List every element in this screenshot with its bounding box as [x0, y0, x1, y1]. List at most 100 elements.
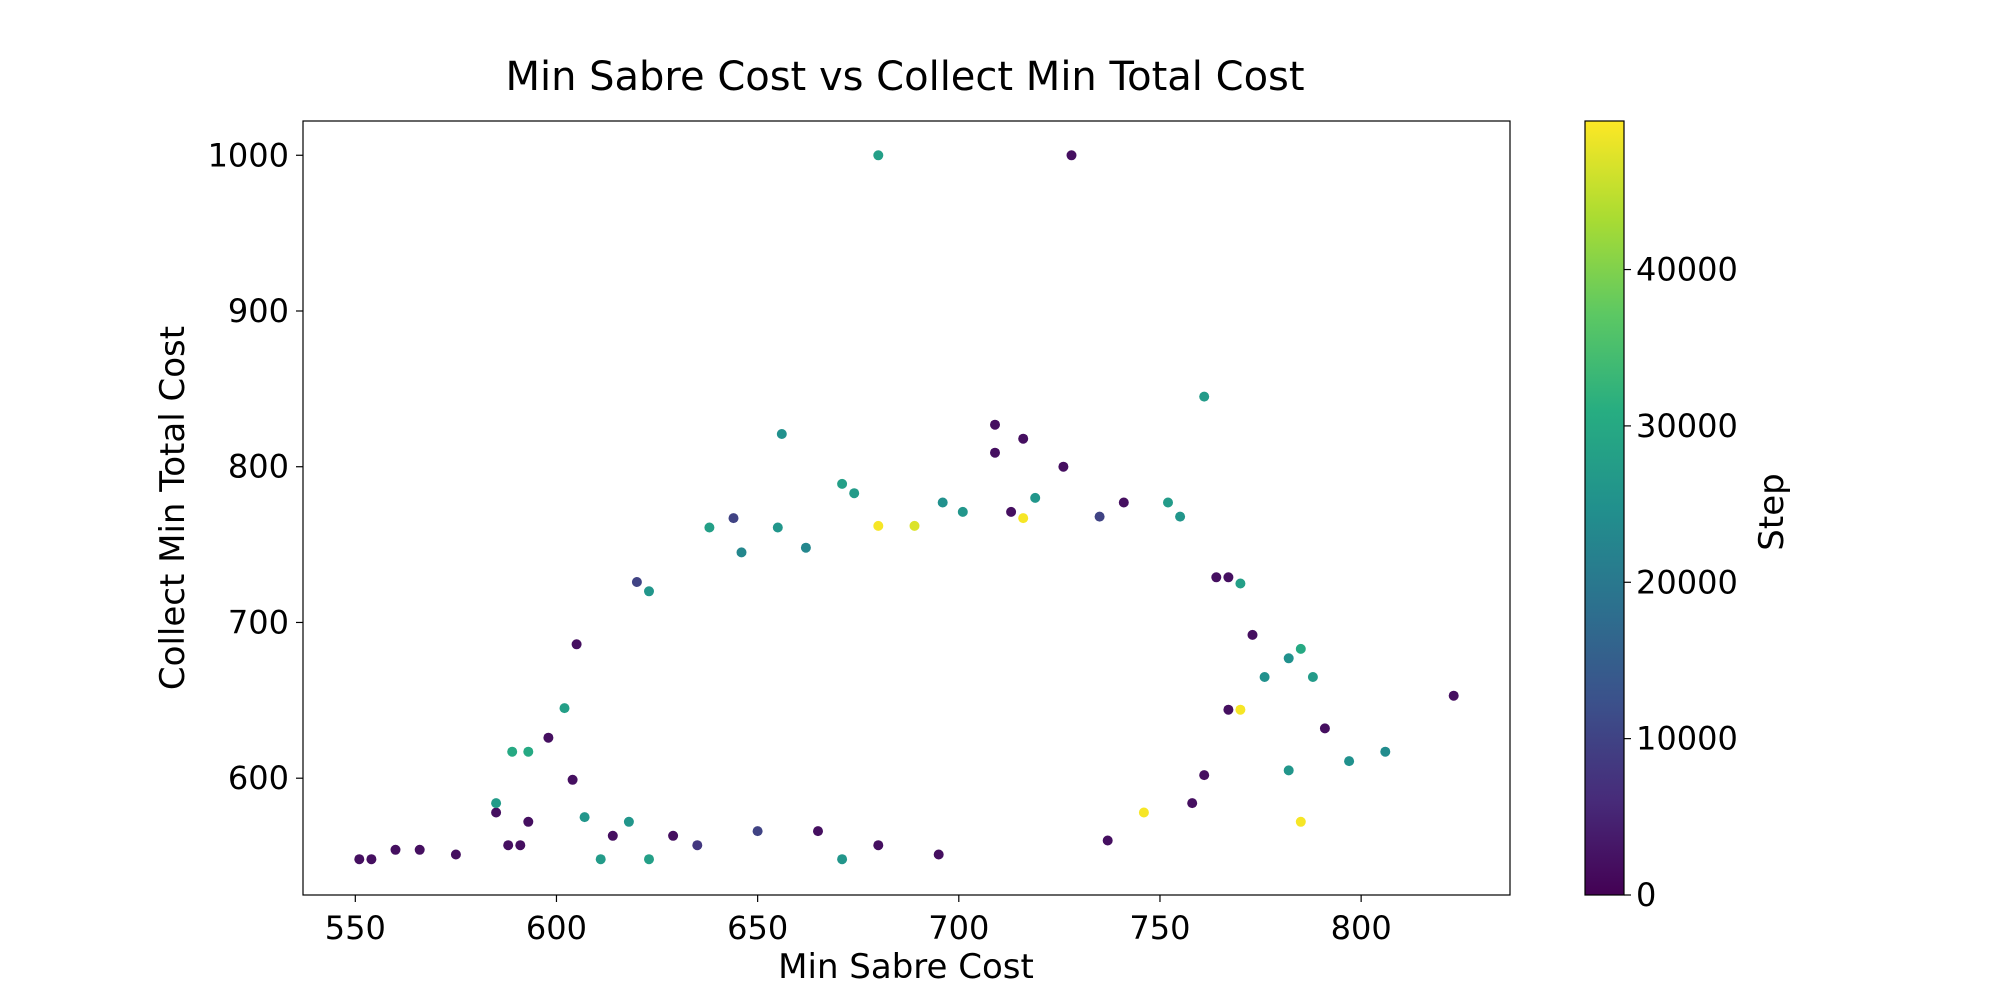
data-point [607, 830, 618, 841]
data-point [1295, 816, 1306, 827]
data-point [1058, 461, 1069, 472]
colorbar-tick-label: 0 [1636, 876, 1656, 914]
data-point [1163, 497, 1173, 508]
chart-title: Min Sabre Cost vs Collect Min Total Cost [505, 54, 1304, 100]
data-point [414, 844, 425, 855]
data-point [813, 826, 823, 837]
data-point [704, 522, 715, 533]
data-point [595, 854, 606, 865]
data-point [1283, 653, 1294, 664]
data-point [631, 577, 642, 587]
colorbar-tick-label: 20000 [1636, 563, 1738, 601]
data-point [1307, 672, 1318, 682]
colorbar [1584, 120, 1625, 896]
data-point [873, 520, 884, 531]
data-point [752, 826, 763, 837]
x-tick-label: 700 [928, 909, 989, 947]
x-tick-label: 600 [526, 909, 587, 947]
data-point [909, 520, 920, 531]
data-point [579, 812, 590, 823]
x-tick-label: 800 [1331, 909, 1392, 947]
x-tick-label: 650 [727, 909, 788, 947]
data-point [1199, 770, 1210, 781]
data-point [507, 746, 518, 757]
y-axis: 600 700 800 900 1000 [208, 136, 303, 797]
data-point [1259, 672, 1270, 682]
data-point [1344, 756, 1355, 767]
x-axis: 550 600 650 700 750 800 [325, 895, 1392, 947]
data-point [503, 840, 514, 851]
data-point [873, 150, 884, 161]
data-point [837, 854, 848, 865]
y-tick-label: 900 [228, 292, 289, 330]
data-point [668, 830, 679, 841]
data-point [849, 488, 860, 499]
data-point [937, 497, 948, 508]
data-point [1448, 690, 1459, 701]
y-tick-label: 600 [228, 759, 289, 797]
x-axis-label: Min Sabre Cost [778, 947, 1034, 987]
data-point [736, 547, 747, 558]
data-point [1223, 572, 1234, 583]
colorbar-tick-label: 40000 [1636, 251, 1738, 289]
data-point [990, 419, 1000, 430]
data-point [692, 840, 703, 851]
data-point [1187, 798, 1198, 809]
data-point [1247, 629, 1258, 640]
data-point [957, 506, 968, 517]
data-point [623, 816, 634, 827]
data-point [873, 840, 884, 851]
data-point [1319, 723, 1330, 734]
y-tick-label: 800 [228, 448, 289, 486]
data-point [800, 542, 811, 553]
data-point [515, 840, 526, 851]
data-point [366, 854, 377, 865]
data-point [644, 586, 654, 597]
y-tick-label: 1000 [208, 136, 289, 174]
y-tick-label: 700 [228, 603, 289, 641]
plot-frame [302, 120, 1511, 896]
data-point [1066, 150, 1077, 161]
data-point [837, 478, 848, 489]
data-point [1118, 497, 1129, 508]
data-point [559, 703, 570, 714]
data-point [1138, 807, 1149, 818]
data-point [491, 798, 502, 809]
data-point [933, 849, 944, 860]
colorbar-tick-label: 30000 [1636, 407, 1738, 445]
data-point [523, 816, 534, 827]
data-point [1211, 572, 1222, 583]
data-point [1223, 704, 1234, 715]
data-point [1006, 506, 1017, 517]
data-point [1283, 765, 1294, 776]
colorbar-tick-label: 10000 [1636, 720, 1738, 758]
data-point [1102, 835, 1113, 846]
data-point [571, 639, 582, 650]
data-point [491, 807, 502, 818]
data-point [354, 854, 365, 865]
x-tick-label: 750 [1129, 909, 1190, 947]
data-point [728, 513, 739, 524]
data-point [1094, 511, 1105, 522]
data-point [990, 447, 1000, 458]
data-point [543, 732, 554, 743]
data-point [1018, 433, 1029, 444]
data-point [567, 774, 578, 785]
data-point [1199, 391, 1210, 402]
colorbar-label: Step [1752, 473, 1792, 550]
data-point [1235, 704, 1246, 715]
y-axis-label: Collect Min Total Cost [153, 326, 193, 690]
points-layer [354, 150, 1459, 865]
data-point [1295, 643, 1306, 654]
data-point [644, 854, 654, 865]
data-point [523, 746, 534, 757]
data-point [1175, 511, 1186, 522]
x-tick-label: 550 [325, 909, 386, 947]
data-point [1380, 746, 1391, 757]
data-point [772, 522, 783, 533]
data-point [450, 849, 461, 860]
data-point [1030, 492, 1041, 503]
colorbar-ticks: 0 10000 20000 30000 40000 [1624, 251, 1738, 914]
data-point [1018, 513, 1029, 524]
